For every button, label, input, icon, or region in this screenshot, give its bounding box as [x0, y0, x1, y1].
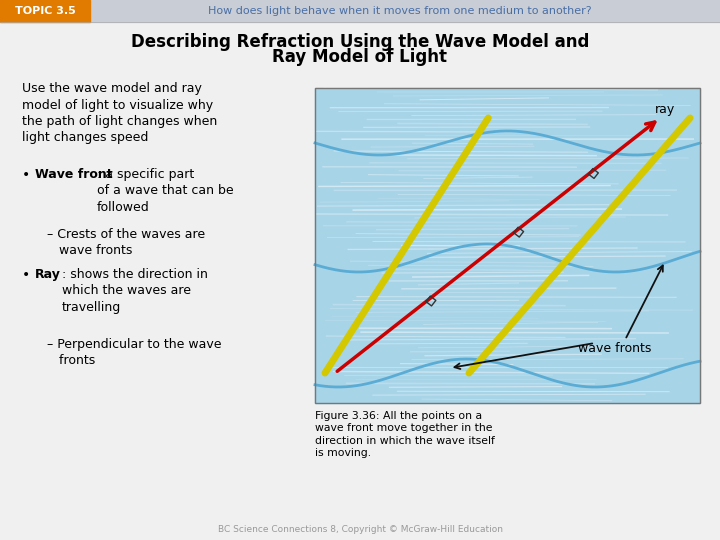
Text: : shows the direction in
which the waves are
travelling: : shows the direction in which the waves… — [62, 268, 208, 314]
Bar — [0, 0, 90, 22]
Bar — [315, 88, 700, 403]
Text: How does light behave when it moves from one medium to another?: How does light behave when it moves from… — [208, 6, 592, 16]
Text: •: • — [22, 168, 30, 182]
Text: – Crests of the waves are
   wave fronts: – Crests of the waves are wave fronts — [47, 228, 205, 258]
Text: : a specific part
of a wave that can be
followed: : a specific part of a wave that can be … — [97, 168, 233, 214]
Text: Ray Model of Light: Ray Model of Light — [272, 48, 448, 66]
Bar — [0, 0, 720, 22]
Text: Ray: Ray — [35, 268, 61, 281]
Text: Use the wave model and ray
model of light to visualize why
the path of light cha: Use the wave model and ray model of ligh… — [22, 82, 217, 145]
Text: Wave front: Wave front — [35, 168, 112, 181]
Text: ray: ray — [655, 104, 675, 117]
Text: Describing Refraction Using the Wave Model and: Describing Refraction Using the Wave Mod… — [131, 33, 589, 51]
Text: Figure 3.36: All the points on a
wave front move together in the
direction in wh: Figure 3.36: All the points on a wave fr… — [315, 411, 495, 458]
Text: BC Science Connections 8, Copyright © McGraw-Hill Education: BC Science Connections 8, Copyright © Mc… — [217, 525, 503, 535]
Text: •: • — [22, 268, 30, 282]
Text: TOPIC 3.5: TOPIC 3.5 — [14, 6, 76, 16]
Text: wave fronts: wave fronts — [578, 341, 652, 354]
Bar — [315, 88, 700, 403]
Text: – Perpendicular to the wave
   fronts: – Perpendicular to the wave fronts — [47, 338, 222, 368]
